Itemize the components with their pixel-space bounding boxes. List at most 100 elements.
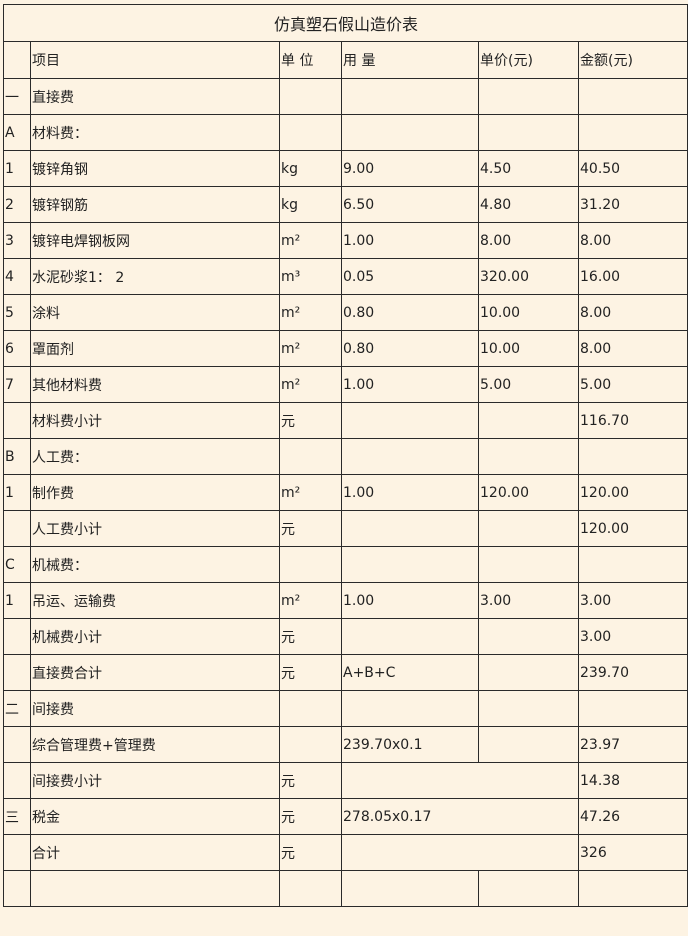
cell-no bbox=[3, 510, 31, 547]
cell-unit bbox=[279, 546, 342, 583]
table-row: 4 水泥砂浆1： 2 m³ 0.05 320.00 16.00 bbox=[3, 258, 688, 295]
cell-unit: m² bbox=[279, 222, 342, 259]
cell-item: 间接费小计 bbox=[30, 762, 280, 799]
cell-no: 二 bbox=[3, 690, 31, 727]
cell-price: 10.00 bbox=[478, 330, 579, 367]
cell-qty: 0.80 bbox=[341, 330, 479, 367]
table-row: C 机械费： bbox=[3, 546, 688, 583]
cell-amount: 116.70 bbox=[577, 402, 688, 439]
cell-no: 6 bbox=[3, 330, 31, 367]
table-row: B 人工费： bbox=[3, 438, 688, 475]
cell-price bbox=[478, 618, 579, 655]
table-row: 机械费小计元 3.00 bbox=[3, 618, 688, 655]
cell-item: 直接费合计 bbox=[30, 654, 280, 691]
header-price: 单价(元) bbox=[478, 41, 579, 79]
cell-no: 7 bbox=[3, 366, 31, 403]
cell-amount: 326 bbox=[577, 834, 688, 871]
cell-qty bbox=[341, 690, 479, 727]
table-row: 合计元 326 bbox=[3, 834, 688, 871]
cell-price: 4.50 bbox=[478, 150, 579, 187]
cell-no: 1 bbox=[3, 474, 31, 511]
cell-price: 5.00 bbox=[478, 366, 579, 403]
cell-unit: 元 bbox=[279, 510, 342, 547]
cell-price bbox=[478, 114, 579, 151]
table-row bbox=[3, 870, 688, 907]
table-row: 1 制作费 m² 1.00 120.00 120.00 bbox=[3, 474, 688, 511]
cell-unit bbox=[279, 726, 342, 763]
cell-price: 10.00 bbox=[478, 294, 579, 331]
cell-amount: 40.50 bbox=[577, 150, 688, 187]
cell-item: 涂料 bbox=[30, 294, 280, 331]
cell-amount bbox=[577, 690, 688, 727]
cell-item: 镀锌角钢 bbox=[30, 150, 280, 187]
cell-qty bbox=[341, 438, 479, 475]
cell-unit: 元 bbox=[279, 654, 342, 691]
cell-item: 人工费小计 bbox=[30, 510, 280, 547]
cell-amount: 5.00 bbox=[577, 366, 688, 403]
cell-qty: 239.70x0.1 bbox=[341, 726, 479, 763]
cell-qty: 1.00 bbox=[341, 582, 479, 619]
cell-item: 罩面剂 bbox=[30, 330, 280, 367]
cell-no bbox=[3, 618, 31, 655]
cell-item: 材料费小计 bbox=[30, 402, 280, 439]
cell-item: 材料费： bbox=[30, 114, 280, 151]
cell-unit: kg bbox=[279, 186, 342, 223]
header-unit: 单 位 bbox=[279, 41, 342, 79]
cell-amount bbox=[577, 546, 688, 583]
cell-qty: 0.80 bbox=[341, 294, 479, 331]
cell-amount bbox=[577, 78, 688, 115]
table-row: A 材料费： bbox=[3, 114, 688, 151]
table-row: 7 其他材料费 m² 1.00 5.00 5.00 bbox=[3, 366, 688, 403]
cell-item: 直接费 bbox=[30, 78, 280, 115]
cell-qty bbox=[341, 618, 479, 655]
cell-unit bbox=[279, 78, 342, 115]
cell-amount: 120.00 bbox=[577, 474, 688, 511]
table-row: 2 镀锌钢筋 kg 6.50 4.80 31.20 bbox=[3, 186, 688, 223]
cell-item: 其他材料费 bbox=[30, 366, 280, 403]
cell-price bbox=[478, 402, 579, 439]
cell-price bbox=[478, 654, 579, 691]
cell-qty bbox=[341, 510, 479, 547]
header-qty: 用 量 bbox=[341, 41, 479, 79]
cell-unit: 元 bbox=[279, 402, 342, 439]
cell-qty bbox=[341, 402, 479, 439]
cell-unit: m² bbox=[279, 582, 342, 619]
table-row: 材料费小计元 116.70 bbox=[3, 402, 688, 439]
table-row: 一直接费 bbox=[3, 78, 688, 115]
table-row: 二间接费 bbox=[3, 690, 688, 727]
cell-unit: m² bbox=[279, 330, 342, 367]
cell-item: 制作费 bbox=[30, 474, 280, 511]
cell-qty bbox=[341, 114, 479, 151]
cell-no bbox=[3, 654, 31, 691]
cell-no: 5 bbox=[3, 294, 31, 331]
header-row: 项目 单 位 用 量 单价(元) 金额(元) bbox=[3, 41, 688, 79]
cell-item: 机械费： bbox=[30, 546, 280, 583]
table-row: 人工费小计元 120.00 bbox=[3, 510, 688, 547]
cell-no: 一 bbox=[3, 78, 31, 115]
table-row: 3 镀锌电焊钢板网 m² 1.00 8.00 8.00 bbox=[3, 222, 688, 259]
cell-amount bbox=[577, 870, 688, 907]
cell-item: 人工费： bbox=[30, 438, 280, 475]
cell-unit: 元 bbox=[279, 834, 342, 871]
cell-qty bbox=[341, 546, 479, 583]
cell-amount: 8.00 bbox=[577, 222, 688, 259]
cell-price: 8.00 bbox=[478, 222, 579, 259]
cell-price bbox=[478, 870, 579, 907]
header-no bbox=[3, 41, 31, 79]
cell-unit bbox=[279, 114, 342, 151]
cell-price bbox=[478, 78, 579, 115]
cell-no: A bbox=[3, 114, 31, 151]
cell-qty: 6.50 bbox=[341, 186, 479, 223]
cell-no: C bbox=[3, 546, 31, 583]
cost-table: 仿真塑石假山造价表 项目 单 位 用 量 单价(元) 金额(元) 一直接费 A 材料… bbox=[2, 4, 688, 907]
cell-price bbox=[478, 726, 579, 763]
cell-amount: 31.20 bbox=[577, 186, 688, 223]
cell-unit: 元 bbox=[279, 762, 342, 799]
cell-no: B bbox=[3, 438, 31, 475]
table-row: 间接费小计元 14.38 bbox=[3, 762, 688, 799]
cell-unit bbox=[279, 870, 342, 907]
header-amount: 金额(元) bbox=[577, 41, 688, 79]
cell-item: 镀锌电焊钢板网 bbox=[30, 222, 280, 259]
cell-price bbox=[478, 510, 579, 547]
cell-amount: 3.00 bbox=[577, 618, 688, 655]
